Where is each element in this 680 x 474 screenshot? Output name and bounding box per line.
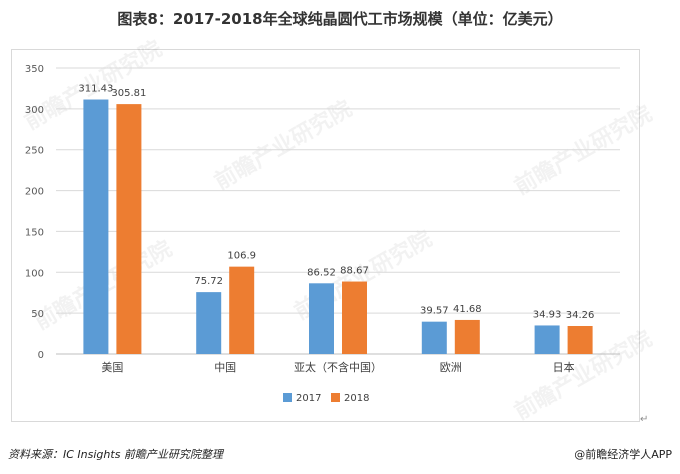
x-tick-label: 亚太（不含中国） — [294, 360, 382, 374]
data-label: 34.26 — [566, 310, 595, 321]
data-label: 39.57 — [420, 306, 449, 317]
data-label: 106.9 — [227, 251, 256, 262]
bar-2018 — [454, 319, 480, 354]
y-tick-label: 150 — [25, 227, 44, 238]
x-tick-label: 日本 — [553, 360, 575, 374]
y-tick-label: 200 — [25, 187, 44, 198]
bar-2017 — [196, 292, 222, 354]
x-tick-label: 欧洲 — [440, 361, 462, 374]
return-mark: ↵ — [640, 414, 649, 425]
legend-label: 2017 — [296, 393, 321, 404]
bar-2017 — [421, 321, 447, 354]
y-tick-label: 300 — [25, 105, 44, 116]
data-label: 75.72 — [194, 276, 223, 287]
legend-swatch — [331, 393, 340, 402]
watermark: 前瞻产业研究院 — [210, 96, 356, 196]
bar-2017 — [534, 325, 560, 354]
y-tick-label: 250 — [25, 146, 44, 157]
y-tick-label: 50 — [31, 309, 44, 320]
watermark: 前瞻产业研究院 — [510, 101, 656, 201]
bar-2017 — [309, 283, 334, 354]
y-tick-label: 0 — [38, 350, 44, 361]
x-tick-label: 美国 — [101, 361, 123, 374]
y-tick-label: 350 — [25, 64, 44, 75]
x-tick-label: 中国 — [214, 361, 236, 374]
bar-2018 — [229, 266, 255, 354]
chart-title: 图表8：2017-2018年全球纯晶圆代工市场规模（单位：亿美元） — [117, 10, 563, 28]
data-label: 305.81 — [111, 88, 146, 99]
legend-label: 2018 — [344, 393, 369, 404]
data-label: 88.67 — [340, 266, 369, 277]
brand-credit: @前瞻经济学人APP — [574, 448, 672, 461]
chart-area — [11, 49, 640, 422]
legend-swatch — [283, 393, 292, 402]
data-label: 311.43 — [78, 84, 113, 95]
bar-2018 — [567, 326, 593, 354]
bar-2017 — [83, 99, 109, 354]
source-note: 资料来源：IC Insights 前瞻产业研究院整理 — [8, 448, 223, 461]
data-label: 41.68 — [453, 304, 482, 315]
data-label: 34.93 — [533, 309, 562, 320]
bar-2018 — [342, 281, 367, 354]
bar-2018 — [116, 104, 142, 354]
y-tick-label: 100 — [25, 268, 44, 279]
data-label: 86.52 — [307, 267, 336, 278]
